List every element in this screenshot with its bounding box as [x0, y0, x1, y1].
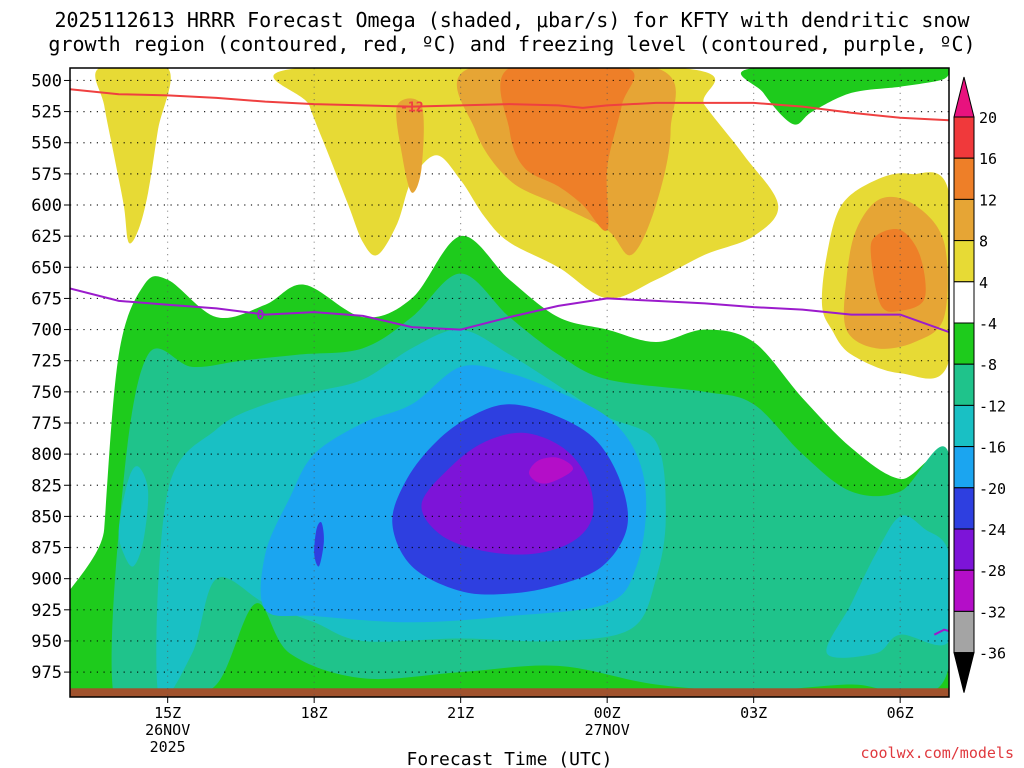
x-tick-label-06Z: 06Z	[887, 704, 914, 722]
colorbar-bottom-arrow	[953, 652, 975, 693]
y-tick-label-725: 725	[31, 352, 62, 372]
colorbar-label-9: -20	[979, 480, 1006, 498]
colorbar-label-13: -36	[979, 645, 1006, 663]
y-tick-label-925: 925	[31, 601, 62, 621]
colorbar-label-10: -24	[979, 521, 1006, 539]
colorbar-bin-5	[953, 322, 975, 365]
freezing-level-surface-contour	[933, 628, 949, 636]
colorbar-bin-4	[953, 281, 975, 324]
y-tick-label-975: 975	[31, 663, 62, 683]
y-tick-label-500: 500	[31, 71, 62, 91]
y-tick-label-575: 575	[31, 165, 62, 185]
colorbar-label-3: 8	[979, 233, 988, 251]
chart-title-line-2: growth region (contoured, red, ºC) and f…	[48, 32, 976, 56]
x-tick-label-15Z: 15Z	[154, 704, 181, 722]
colorbar-label-8: -16	[979, 439, 1006, 457]
colorbar-bin-1	[953, 157, 975, 200]
colorbar-bin-10	[953, 528, 975, 571]
omega-region-17	[870, 228, 926, 312]
colorbar-bin-8	[953, 446, 975, 489]
y-tick-label-550: 550	[31, 134, 62, 154]
y-tick-label-525: 525	[31, 103, 62, 123]
y-axis: 500 525 550 575 600 625 650 675 700 725 750 775 800 8…	[31, 71, 70, 683]
y-tick-label-625: 625	[31, 227, 62, 247]
x-tick-label-03Z: 03Z	[740, 704, 767, 722]
y-tick-label-600: 600	[31, 196, 62, 216]
omega-region-13	[396, 98, 424, 193]
colorbar-label-7: -12	[979, 397, 1006, 415]
chart-title-line-1: 2025112613 HRRR Forecast Omega (shaded, …	[54, 8, 970, 32]
omega-region-3	[826, 515, 949, 658]
freezing-level-contour	[70, 287, 949, 334]
colorbar-top-arrow	[953, 76, 975, 118]
y-tick-label-675: 675	[31, 289, 62, 309]
colorbar-label-6: -8	[979, 356, 997, 374]
x-tick-year-2025: 2025	[150, 738, 186, 756]
colorbar-bin-11	[953, 569, 975, 612]
plot-border	[69, 67, 950, 698]
dgz-contour-label: -12	[400, 101, 423, 116]
colorbar-bin-6	[953, 363, 975, 406]
colorbar-bin-3	[953, 240, 975, 283]
colorbar-label-4: 4	[979, 274, 988, 292]
y-tick-label-650: 650	[31, 258, 62, 278]
dgz-minus12-contour	[70, 88, 949, 122]
colorbar-bin-7	[953, 404, 975, 448]
omega-region-9	[314, 521, 324, 567]
omega-region-16	[500, 68, 635, 231]
colorbar-bin-12	[953, 610, 975, 654]
terrain-layer	[70, 688, 949, 697]
colorbar-bin-9	[953, 487, 975, 530]
y-tick-label-750: 750	[31, 383, 62, 403]
omega-region-4	[118, 466, 149, 567]
x-tick-label-21Z: 21Z	[447, 704, 474, 722]
colorbar-label-5: -4	[979, 315, 997, 333]
colorbar-label-0: 20	[979, 109, 997, 127]
colorbar-label-2: 12	[979, 191, 997, 209]
y-tick-label-800: 800	[31, 445, 62, 465]
colorbar: 20 16 12 8 4 -4 -8 -12 -16 -20 -24 -28 -32 -36	[953, 76, 1006, 693]
y-tick-label-700: 700	[31, 321, 62, 341]
x-axis-label: Forecast Time (UTC)	[407, 749, 613, 768]
y-tick-label-950: 950	[31, 632, 62, 652]
credit-text[interactable]: coolwx.com/models	[860, 744, 1014, 762]
y-tick-label-775: 775	[31, 414, 62, 434]
x-tick-label-18Z: 18Z	[301, 704, 328, 722]
omega-region-10	[95, 68, 171, 244]
colorbar-label-1: 16	[979, 150, 997, 168]
colorbar-bin-0	[953, 116, 975, 159]
colorbar-bin-2	[953, 198, 975, 242]
y-tick-label-825: 825	[31, 476, 62, 496]
contour-lines: -12 0	[70, 88, 949, 636]
terrain-band	[70, 688, 949, 697]
colorbar-label-12: -32	[979, 603, 1006, 621]
plot-frame	[69, 67, 950, 698]
y-tick-label-875: 875	[31, 539, 62, 559]
y-tick-label-900: 900	[31, 570, 62, 590]
omega-region-8	[529, 457, 574, 484]
omega-shaded-field	[70, 68, 949, 697]
x-tick-date-27NOV: 27NOV	[585, 721, 630, 739]
x-tick-date-26NOV: 26NOV	[145, 721, 190, 739]
y-tick-label-850: 850	[31, 507, 62, 527]
colorbar-label-11: -28	[979, 562, 1006, 580]
omega-region-18	[740, 68, 949, 125]
freezing-contour-label: 0	[257, 309, 265, 324]
x-tick-label-00Z: 00Z	[594, 704, 621, 722]
